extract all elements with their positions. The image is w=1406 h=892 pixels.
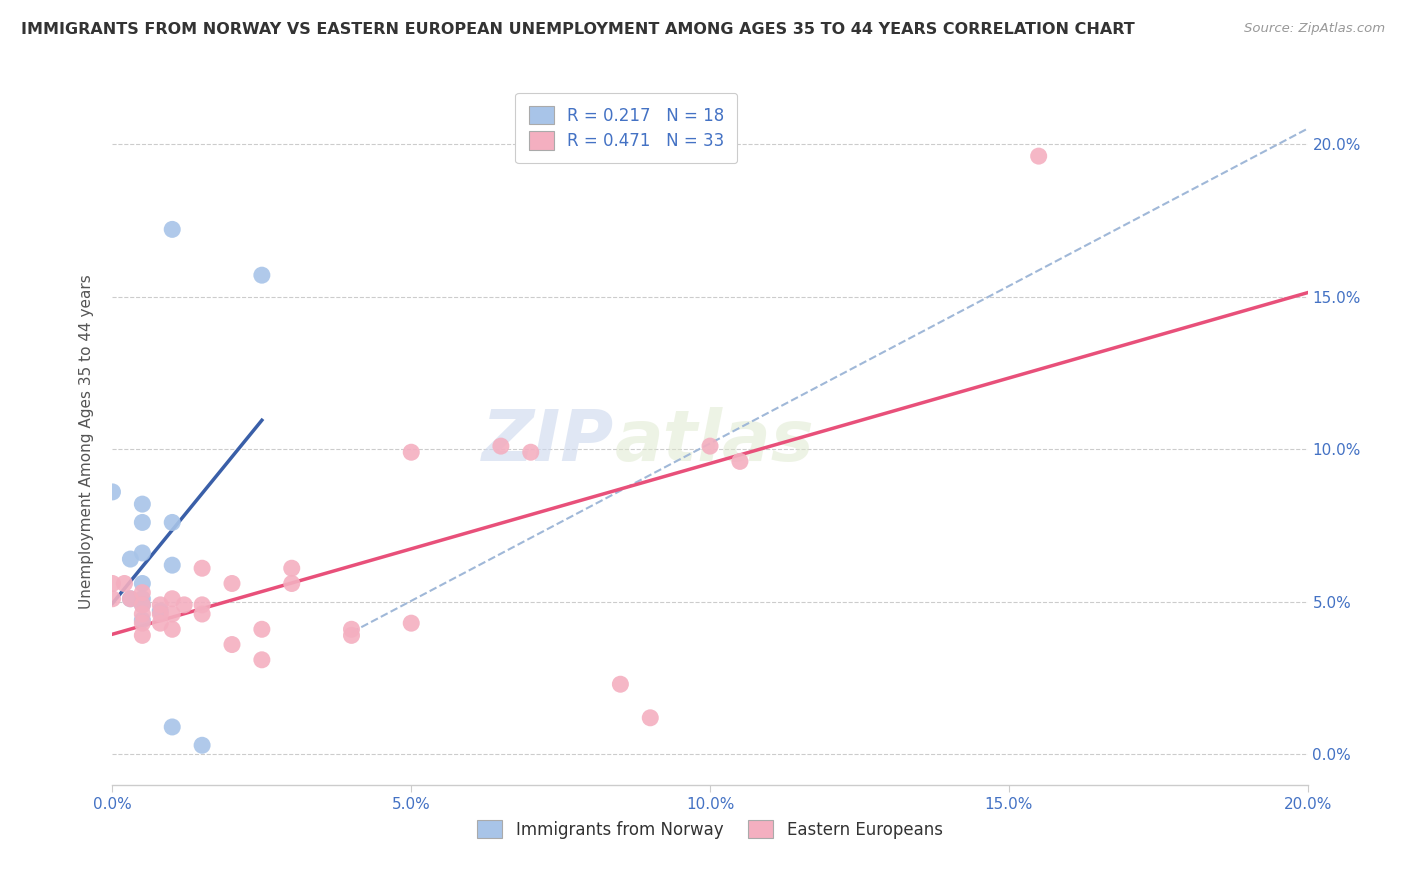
Point	[131, 585, 153, 599]
Point	[162, 558, 183, 573]
Point	[131, 598, 153, 612]
Point	[149, 607, 172, 621]
Point	[340, 622, 363, 636]
Point	[131, 516, 153, 530]
Point	[149, 616, 172, 631]
Point	[162, 607, 183, 621]
Point	[120, 591, 142, 606]
Legend: Immigrants from Norway, Eastern Europeans: Immigrants from Norway, Eastern European…	[471, 814, 949, 846]
Text: Source: ZipAtlas.com: Source: ZipAtlas.com	[1244, 22, 1385, 36]
Point	[1028, 149, 1050, 163]
Point	[401, 445, 423, 459]
Point	[120, 552, 142, 566]
Point	[131, 576, 153, 591]
Point	[520, 445, 543, 459]
Point	[131, 598, 153, 612]
Point	[149, 598, 172, 612]
Point	[191, 561, 214, 575]
Point	[131, 497, 153, 511]
Point	[101, 591, 124, 606]
Point	[489, 439, 512, 453]
Point	[162, 720, 183, 734]
Point	[191, 607, 214, 621]
Point	[162, 516, 183, 530]
Point	[250, 268, 273, 282]
Point	[609, 677, 631, 691]
Point	[120, 591, 142, 606]
Point	[281, 576, 304, 591]
Point	[114, 576, 135, 591]
Point	[401, 616, 423, 631]
Text: atlas: atlas	[614, 407, 814, 476]
Point	[162, 622, 183, 636]
Point	[162, 591, 183, 606]
Point	[101, 484, 124, 499]
Point	[221, 638, 243, 652]
Point	[131, 591, 153, 606]
Point	[191, 598, 214, 612]
Point	[131, 546, 153, 560]
Point	[191, 739, 214, 753]
Text: IMMIGRANTS FROM NORWAY VS EASTERN EUROPEAN UNEMPLOYMENT AMONG AGES 35 TO 44 YEAR: IMMIGRANTS FROM NORWAY VS EASTERN EUROPE…	[21, 22, 1135, 37]
Point	[250, 653, 273, 667]
Point	[281, 561, 304, 575]
Point	[101, 576, 124, 591]
Point	[131, 628, 153, 642]
Point	[131, 613, 153, 627]
Point	[173, 598, 195, 612]
Text: ZIP: ZIP	[482, 407, 614, 476]
Point	[149, 604, 172, 618]
Point	[728, 454, 751, 468]
Point	[221, 576, 243, 591]
Point	[250, 622, 273, 636]
Y-axis label: Unemployment Among Ages 35 to 44 years: Unemployment Among Ages 35 to 44 years	[79, 274, 94, 609]
Point	[699, 439, 721, 453]
Point	[340, 628, 363, 642]
Point	[131, 616, 153, 631]
Point	[640, 711, 662, 725]
Point	[131, 607, 153, 621]
Point	[162, 222, 183, 236]
